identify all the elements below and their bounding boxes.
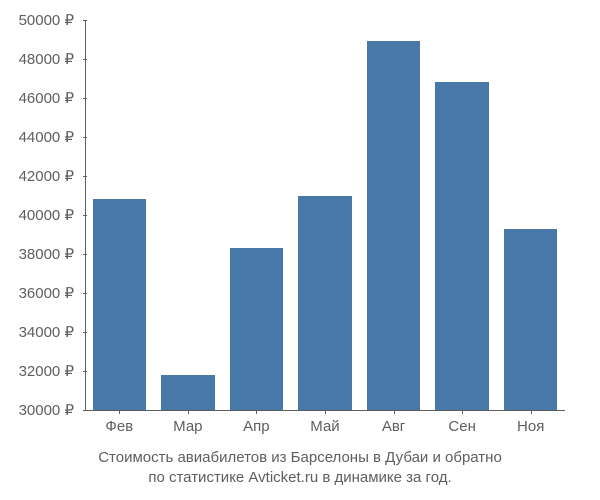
y-tick-label: 30000 ₽ [19, 401, 74, 419]
y-tick-mark [83, 137, 87, 138]
bar [504, 229, 557, 410]
bar [367, 41, 420, 410]
x-tick-mark [256, 410, 257, 414]
plot-area [85, 20, 565, 410]
x-tick-label: Ноя [517, 418, 544, 435]
bar [93, 199, 146, 410]
x-tick-mark [119, 410, 120, 414]
price-chart: 30000 ₽ 32000 ₽ 34000 ₽ 36000 ₽ 38000 ₽ 40000… [0, 0, 600, 500]
x-axis: Фев Мар Апр Май Авг Сен Ноя [85, 410, 565, 440]
y-tick-mark [83, 98, 87, 99]
y-tick-mark [83, 59, 87, 60]
x-tick-mark [462, 410, 463, 414]
y-tick-label: 32000 ₽ [19, 362, 74, 380]
x-tick-label: Авг [382, 418, 405, 435]
y-tick-mark [83, 176, 87, 177]
y-tick-label: 38000 ₽ [19, 245, 74, 263]
bar [435, 82, 488, 410]
bar [230, 248, 283, 410]
bar [298, 196, 351, 411]
y-tick-mark [83, 410, 87, 411]
y-tick-label: 50000 ₽ [19, 11, 74, 29]
y-tick-mark [83, 254, 87, 255]
bar [161, 375, 214, 410]
y-tick-label: 42000 ₽ [19, 167, 74, 185]
y-tick-mark [83, 332, 87, 333]
x-tick-label: Фев [105, 418, 133, 435]
x-tick-mark [531, 410, 532, 414]
chart-caption: Стоимость авиабилетов из Барселоны в Дуб… [0, 448, 600, 489]
y-tick-label: 34000 ₽ [19, 323, 74, 341]
y-tick-label: 44000 ₽ [19, 128, 74, 146]
x-tick-mark [394, 410, 395, 414]
y-tick-label: 40000 ₽ [19, 206, 74, 224]
y-tick-label: 36000 ₽ [19, 284, 74, 302]
caption-line-1: Стоимость авиабилетов из Барселоны в Дуб… [98, 449, 502, 466]
y-tick-mark [83, 371, 87, 372]
y-tick-mark [83, 215, 87, 216]
x-tick-label: Май [310, 418, 339, 435]
x-tick-mark [325, 410, 326, 414]
y-tick-label: 46000 ₽ [19, 89, 74, 107]
caption-line-2: по статистике Avticket.ru в динамике за … [148, 469, 451, 486]
x-tick-label: Сен [448, 418, 475, 435]
x-tick-label: Апр [243, 418, 269, 435]
y-axis: 30000 ₽32000 ₽34000 ₽36000 ₽38000 ₽40000… [0, 20, 80, 410]
y-tick-mark [83, 293, 87, 294]
x-tick-label: Мар [173, 418, 202, 435]
x-tick-mark [188, 410, 189, 414]
y-tick-label: 48000 ₽ [19, 50, 74, 68]
y-tick-mark [83, 20, 87, 21]
